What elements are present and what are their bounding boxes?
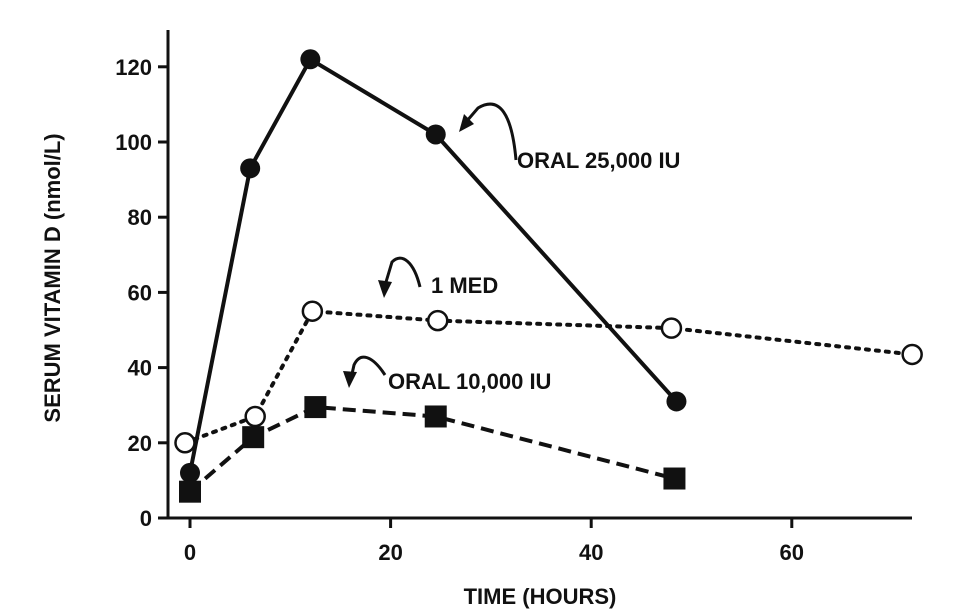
arrow-oral-25000-head-icon <box>459 114 474 132</box>
series-1-med <box>174 300 923 454</box>
point-oral-10000-0 <box>179 480 201 503</box>
point-oral-25000-3 <box>425 124 446 145</box>
series-oral-10000 <box>179 396 686 503</box>
point-oral-25000-4 <box>666 391 687 412</box>
point-1-med-0 <box>174 432 196 454</box>
annotation-oral-25000: ORAL 25,000 IU <box>517 148 680 173</box>
series-oral-25000 <box>180 49 687 483</box>
arrow-oral-25000-icon <box>464 102 518 161</box>
x-tick-label-60: 60 <box>780 540 804 565</box>
arrow-oral-10000-icon <box>350 355 387 376</box>
point-1-med-1 <box>244 405 266 428</box>
annotations: ORAL 25,000 IU 1 MED ORAL 10,000 IU <box>343 102 680 394</box>
point-1-med-4 <box>660 317 683 339</box>
point-oral-25000-1 <box>240 158 261 179</box>
point-oral-10000-4 <box>663 467 686 490</box>
point-1-med-5 <box>901 343 923 366</box>
point-oral-10000-3 <box>424 405 447 428</box>
series-layer <box>174 49 923 503</box>
x-axis-title: TIME (HOURS) <box>464 584 617 609</box>
x-ticks: 0 20 40 60 <box>184 518 804 565</box>
point-oral-10000-2 <box>304 396 327 419</box>
x-tick-label-40: 40 <box>579 540 603 565</box>
annotation-1-med: 1 MED <box>431 273 498 298</box>
point-1-med-2 <box>301 300 324 322</box>
annotation-oral-10000: ORAL 10,000 IU <box>388 369 551 394</box>
y-tick-label-80: 80 <box>128 205 152 230</box>
x-tick-label-0: 0 <box>184 540 196 565</box>
y-tick-label-120: 120 <box>115 55 152 80</box>
arrow-1med-icon <box>384 256 422 288</box>
y-tick-label-20: 20 <box>128 431 152 456</box>
y-tick-label-40: 40 <box>128 356 152 381</box>
y-axis-title: SERUM VITAMIN D (nmol/L) <box>40 133 65 422</box>
y-tick-label-0: 0 <box>140 506 152 531</box>
point-1-med-3 <box>426 309 449 332</box>
arrow-1med-head-icon <box>378 280 392 298</box>
point-oral-25000-2 <box>300 49 321 70</box>
axes <box>166 30 912 520</box>
x-tick-label-20: 20 <box>378 540 402 565</box>
point-oral-10000-1 <box>242 426 265 449</box>
y-ticks: 0 20 40 60 80 100 120 <box>115 55 168 531</box>
arrow-oral-10000-head-icon <box>343 371 357 388</box>
y-tick-label-60: 60 <box>128 280 152 305</box>
series-line-1-med <box>182 309 915 445</box>
point-oral-25000-0 <box>180 462 200 483</box>
y-tick-label-100: 100 <box>115 130 152 155</box>
